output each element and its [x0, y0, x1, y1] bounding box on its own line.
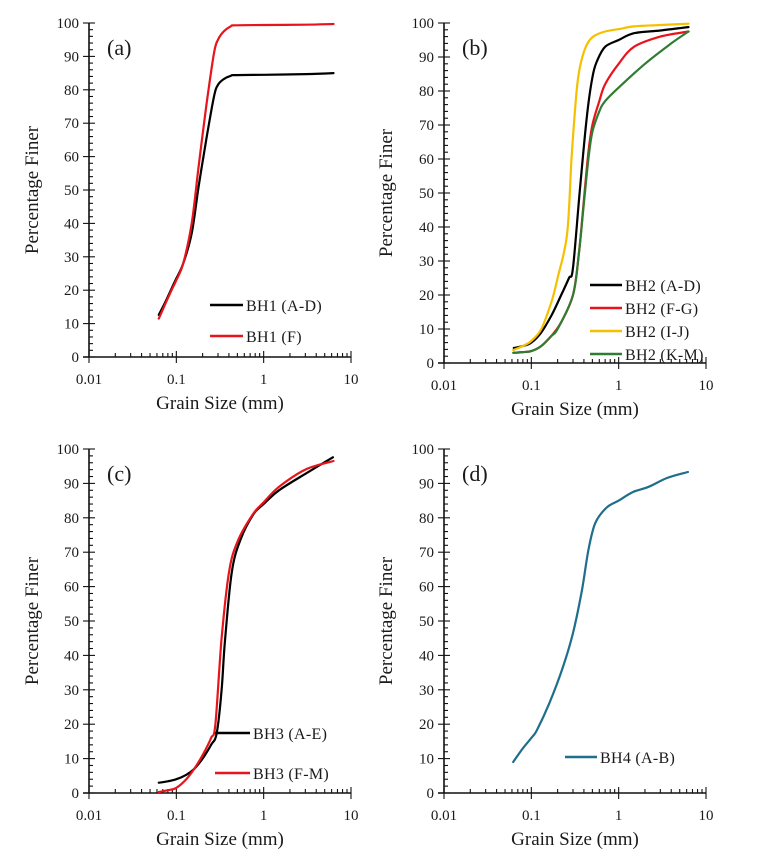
series-line-bh3-a-e — [157, 456, 334, 784]
y-tick-label: 20 — [419, 717, 434, 733]
x-tick-label: 0.01 — [431, 378, 457, 394]
series-line-bh2-k-m — [512, 30, 690, 354]
y-tick-label: 80 — [419, 84, 434, 100]
legend-label: BH2 (K-M) — [625, 347, 704, 364]
y-tick-label: 100 — [57, 16, 80, 32]
y-tick-label: 0 — [427, 786, 435, 802]
chart-panel-d: 0 10 20 30 40 50 60 70 80 90 100 0.01 0.1 1 10 Grain Si… — [376, 442, 714, 850]
y-tick-label: 70 — [64, 545, 79, 561]
y-tick-label: 70 — [419, 118, 434, 134]
x-axis-title: Grain Size (mm) — [511, 399, 639, 420]
x-axis-title: Grain Size (mm) — [156, 829, 284, 850]
y-tick-label: 40 — [419, 220, 434, 236]
y-tick-label: 60 — [64, 150, 79, 166]
x-tick-label: 10 — [699, 378, 714, 394]
y-tick-label: 50 — [64, 183, 79, 199]
x-axis-title: Grain Size (mm) — [511, 829, 639, 850]
y-axis-title: Percentage Finer — [376, 128, 397, 257]
legend-label: BH3 (A-E) — [253, 726, 327, 743]
x-tick-label: 10 — [344, 372, 359, 388]
x-tick-label: 0.1 — [167, 372, 186, 388]
y-tick-label: 30 — [419, 254, 434, 270]
panel-label: (a) — [107, 35, 131, 60]
y-tick-label: 70 — [419, 545, 434, 561]
legend-label: BH2 (I-J) — [625, 324, 689, 341]
series-line-bh3-f-m — [157, 459, 335, 794]
y-tick-label: 100 — [57, 442, 80, 458]
y-tick-label: 60 — [419, 152, 434, 168]
y-axis-title: Percentage Finer — [22, 125, 43, 254]
y-tick-label: 0 — [427, 356, 435, 372]
legend-label: BH2 (F-G) — [625, 301, 698, 318]
panel-label: (b) — [462, 35, 488, 60]
legend: BH3 (A-E) BH3 (F-M) — [215, 726, 329, 783]
series-line-bh1-a-d — [157, 72, 335, 316]
chart-panel-b: 0 10 20 30 40 50 60 70 80 90 100 0.01 0.1 1 10 Grain Si… — [376, 16, 714, 420]
legend-label: BH1 (F) — [246, 329, 302, 346]
x-tick-label: 0.1 — [522, 808, 541, 824]
y-tick-label: 40 — [64, 648, 79, 664]
y-tick-label: 50 — [419, 186, 434, 202]
y-tick-label: 40 — [419, 648, 434, 664]
x-tick-label: 1 — [260, 372, 268, 388]
series-line-bh2-a-d — [512, 26, 690, 350]
y-tick-label: 20 — [64, 717, 79, 733]
x-tick-label: 0.01 — [76, 808, 102, 824]
x-tick-label: 1 — [615, 808, 623, 824]
x-tick-label: 10 — [344, 808, 359, 824]
chart-panel-c: 0 10 20 30 40 50 60 70 80 90 100 0.01 0.1 1 10 Grain Si… — [22, 442, 359, 850]
y-tick-label: 50 — [64, 614, 79, 630]
panel-label: (d) — [462, 461, 488, 486]
x-tick-label: 1 — [260, 808, 268, 824]
legend-label: BH4 (A-B) — [600, 750, 675, 767]
legend: BH4 (A-B) — [565, 750, 675, 767]
y-tick-label: 30 — [419, 683, 434, 699]
y-tick-label: 90 — [64, 49, 79, 65]
y-tick-label: 0 — [72, 350, 80, 366]
y-tick-label: 60 — [64, 580, 79, 596]
y-tick-label: 40 — [64, 216, 79, 232]
y-tick-label: 20 — [419, 288, 434, 304]
y-tick-label: 60 — [419, 580, 434, 596]
panel-label: (c) — [107, 461, 131, 486]
y-tick-label: 0 — [72, 786, 80, 802]
chart-panel-a: 0 10 20 30 40 50 60 70 80 90 100 0.01 0.1 1 10 Grain Si… — [22, 16, 359, 414]
y-tick-label: 10 — [64, 317, 79, 333]
legend-label: BH3 (F-M) — [253, 766, 329, 783]
legend: BH1 (A-D) BH1 (F) — [210, 298, 322, 346]
series-line-bh4-a-b — [512, 470, 689, 764]
y-axis-title: Percentage Finer — [22, 556, 43, 685]
series-line-bh2-i-j — [512, 22, 690, 352]
x-tick-label: 0.01 — [76, 372, 102, 388]
y-tick-label: 80 — [64, 83, 79, 99]
x-tick-label: 10 — [699, 808, 714, 824]
y-tick-label: 20 — [64, 283, 79, 299]
series-line-bh1-f — [157, 22, 335, 320]
y-tick-label: 90 — [419, 476, 434, 492]
y-tick-label: 10 — [419, 752, 434, 768]
y-tick-label: 90 — [419, 50, 434, 66]
legend-label: BH1 (A-D) — [246, 298, 322, 315]
y-tick-label: 30 — [64, 250, 79, 266]
y-tick-label: 10 — [419, 322, 434, 338]
y-tick-label: 30 — [64, 683, 79, 699]
legend: BH2 (A-D) BH2 (F-G) BH2 (I-J) BH2 (K-M) — [590, 278, 704, 364]
x-tick-label: 0.01 — [431, 808, 457, 824]
y-tick-label: 80 — [64, 511, 79, 527]
x-axis-title: Grain Size (mm) — [156, 393, 284, 414]
y-tick-label: 100 — [412, 16, 435, 32]
y-tick-label: 50 — [419, 614, 434, 630]
x-tick-label: 1 — [615, 378, 623, 394]
x-tick-label: 0.1 — [522, 378, 541, 394]
y-tick-label: 80 — [419, 511, 434, 527]
x-tick-label: 0.1 — [167, 808, 186, 824]
y-tick-label: 90 — [64, 476, 79, 492]
legend-label: BH2 (A-D) — [625, 278, 701, 295]
y-tick-label: 10 — [64, 752, 79, 768]
y-tick-label: 100 — [412, 442, 435, 458]
y-tick-label: 70 — [64, 116, 79, 132]
y-axis-title: Percentage Finer — [376, 556, 397, 685]
